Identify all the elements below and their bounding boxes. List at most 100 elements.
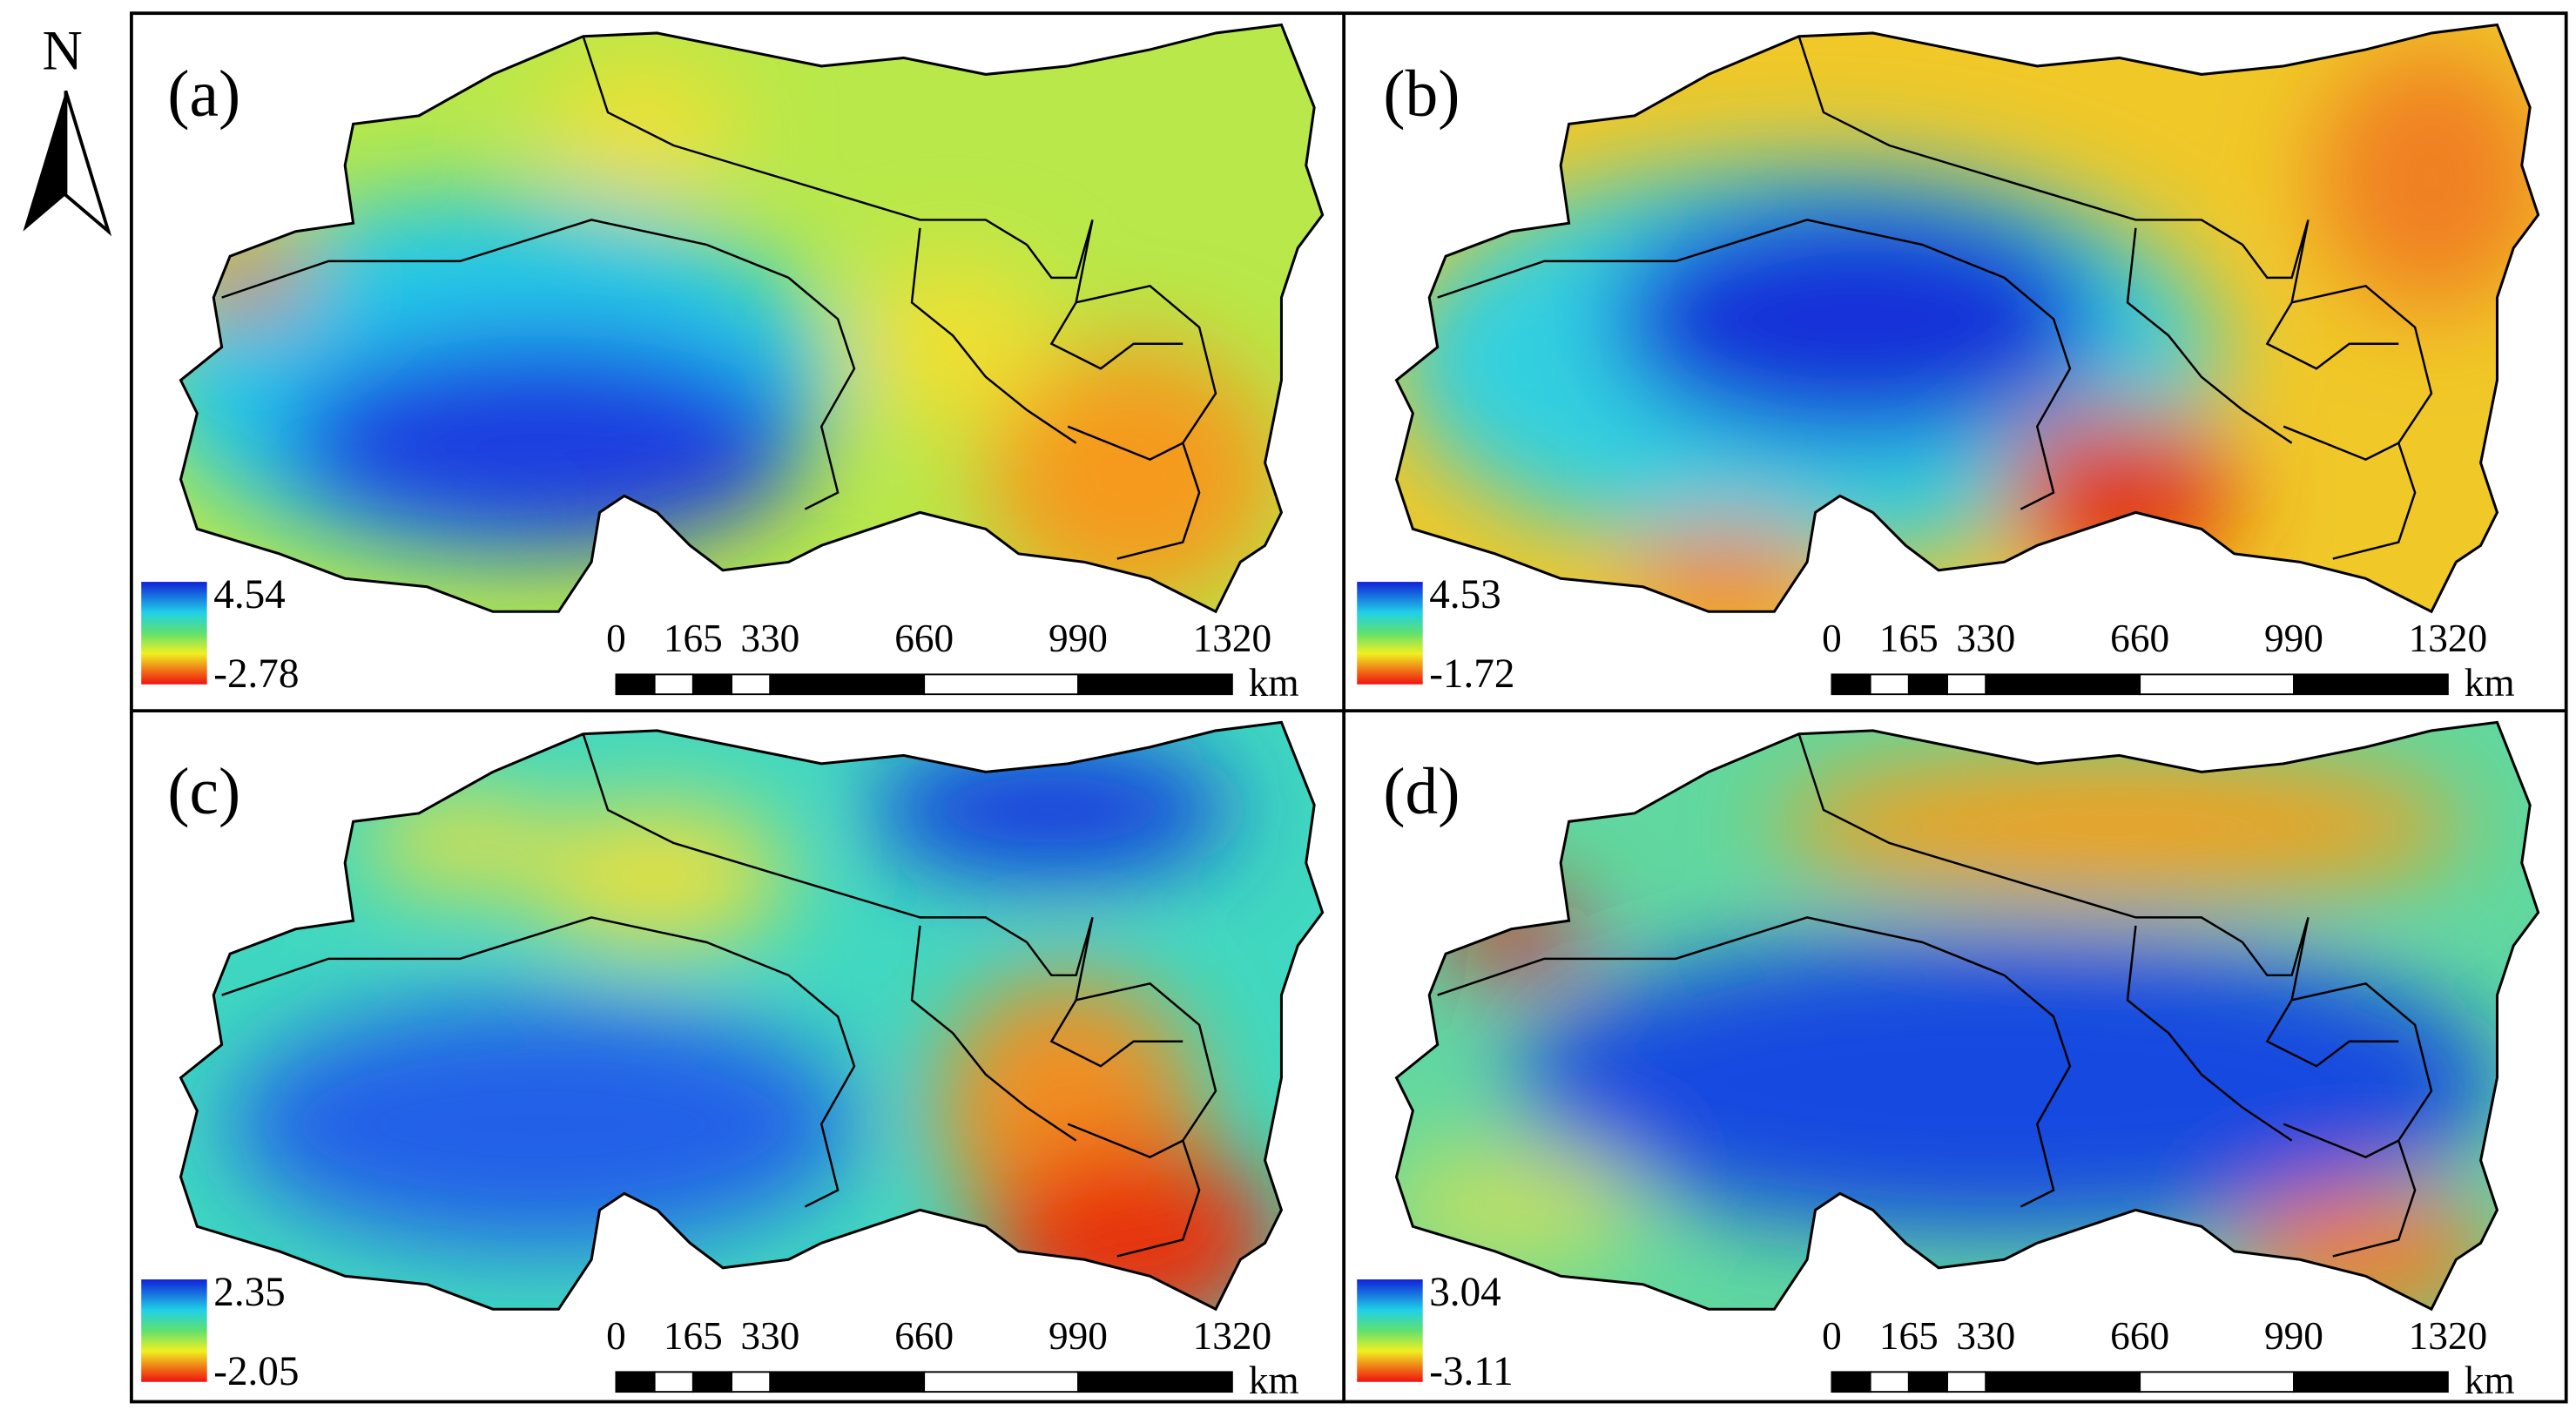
scale-segment <box>923 673 1079 696</box>
scale-label: 330 <box>740 617 799 660</box>
figure-frame <box>130 11 2568 1404</box>
province-border <box>2283 285 2433 461</box>
scale-label: 660 <box>2110 1314 2169 1358</box>
scale-label: 165 <box>664 617 723 660</box>
scale-segment <box>653 673 694 696</box>
scale-label: 165 <box>664 1314 723 1358</box>
scale-segment <box>1907 1371 1949 1393</box>
scale-label: 1320 <box>2409 617 2488 660</box>
scale-segment <box>2293 673 2449 696</box>
scale-label: 660 <box>2110 617 2169 660</box>
province-border <box>1437 219 2072 510</box>
colorbar <box>141 1279 207 1382</box>
scale-label: 0 <box>606 617 626 660</box>
scale-label: 0 <box>1822 617 1842 660</box>
panel-label: (c) <box>167 756 240 828</box>
colorbar <box>141 582 207 685</box>
scale-label: 990 <box>2264 1314 2323 1358</box>
heat-blob <box>985 1140 1282 1310</box>
scale-segment <box>615 1371 656 1393</box>
legend-max: 4.53 <box>1429 572 1501 617</box>
scale-segment <box>1869 1371 1910 1393</box>
scale-label: 990 <box>2264 617 2323 660</box>
legend-min: -3.11 <box>1429 1349 1513 1394</box>
region-outline <box>1394 23 2540 614</box>
scale-segment <box>691 1371 733 1393</box>
scale-unit: km <box>2465 1359 2515 1402</box>
scale-segment <box>1985 1371 2141 1393</box>
province-border <box>1067 982 1217 1158</box>
scale-segment <box>1946 673 1987 696</box>
scale-segment <box>1831 673 1871 696</box>
heat-blob <box>2316 46 2539 311</box>
scale-unit: km <box>1249 661 1299 705</box>
province-border <box>2126 925 2293 1142</box>
region-outline <box>179 23 1325 614</box>
scale-segment <box>1831 1371 1871 1393</box>
scale-unit: km <box>1249 1359 1299 1402</box>
scale-segment <box>731 1371 772 1393</box>
scale-label: 990 <box>1049 617 1108 660</box>
province-border <box>910 227 1077 444</box>
legend-max: 3.04 <box>1429 1270 1501 1315</box>
scale-segment <box>653 1371 694 1393</box>
scale-segment <box>2139 1371 2295 1393</box>
scale-label: 1320 <box>2409 1314 2488 1358</box>
heatmap <box>180 24 1323 612</box>
scale-label: 165 <box>1879 617 1939 660</box>
scale-label: 330 <box>1956 617 2015 660</box>
legend-max: 4.54 <box>213 572 286 617</box>
scale-unit: km <box>2465 661 2515 705</box>
colorbar <box>1357 1279 1423 1382</box>
heat-blob <box>870 744 1232 876</box>
scale-segment <box>923 1371 1079 1393</box>
heat-blob <box>361 793 559 893</box>
legend-max: 2.35 <box>213 1270 286 1315</box>
province-border <box>1067 285 1217 461</box>
heatmap <box>1396 24 2539 612</box>
heat-blob <box>1774 752 2465 901</box>
scale-label: 0 <box>606 1314 626 1358</box>
scale-label: 660 <box>894 1314 954 1358</box>
scale-label: 1320 <box>1193 617 1272 660</box>
north-label: N <box>43 20 83 82</box>
province-border <box>582 733 1028 943</box>
scale-segment <box>731 673 772 696</box>
scale-segment <box>769 1371 926 1393</box>
province-border <box>221 219 856 510</box>
scale-segment <box>1946 1371 1987 1393</box>
province-border <box>1116 1140 1201 1258</box>
scale-segment <box>2293 1371 2449 1393</box>
heatmap <box>1396 722 2539 1310</box>
province-border <box>2332 1140 2417 1258</box>
heat-blob <box>1511 934 2498 1232</box>
colorbar <box>1357 582 1423 685</box>
province-border <box>221 916 856 1208</box>
scale-label: 660 <box>894 617 954 660</box>
province-border <box>910 925 1077 1142</box>
scale-segment <box>1907 673 1949 696</box>
province-border <box>1797 36 2243 246</box>
scale-label: 1320 <box>1193 1314 1272 1358</box>
province-border <box>1116 442 1201 560</box>
province-border <box>2332 442 2417 560</box>
legend-min: -1.72 <box>1429 651 1514 697</box>
province-border <box>1437 916 2072 1208</box>
province-border <box>1797 733 2243 943</box>
scale-segment <box>769 673 926 696</box>
scale-segment <box>1077 673 1233 696</box>
legend-min: -2.78 <box>213 651 299 697</box>
panel-label: (a) <box>167 58 240 131</box>
scale-segment <box>2139 673 2295 696</box>
heat-blob <box>853 260 1052 427</box>
heat-blob <box>525 801 789 951</box>
scale-segment <box>691 673 733 696</box>
heat-blob <box>230 1000 854 1248</box>
scale-segment <box>1077 1371 1233 1393</box>
scale-label: 330 <box>740 1314 799 1358</box>
